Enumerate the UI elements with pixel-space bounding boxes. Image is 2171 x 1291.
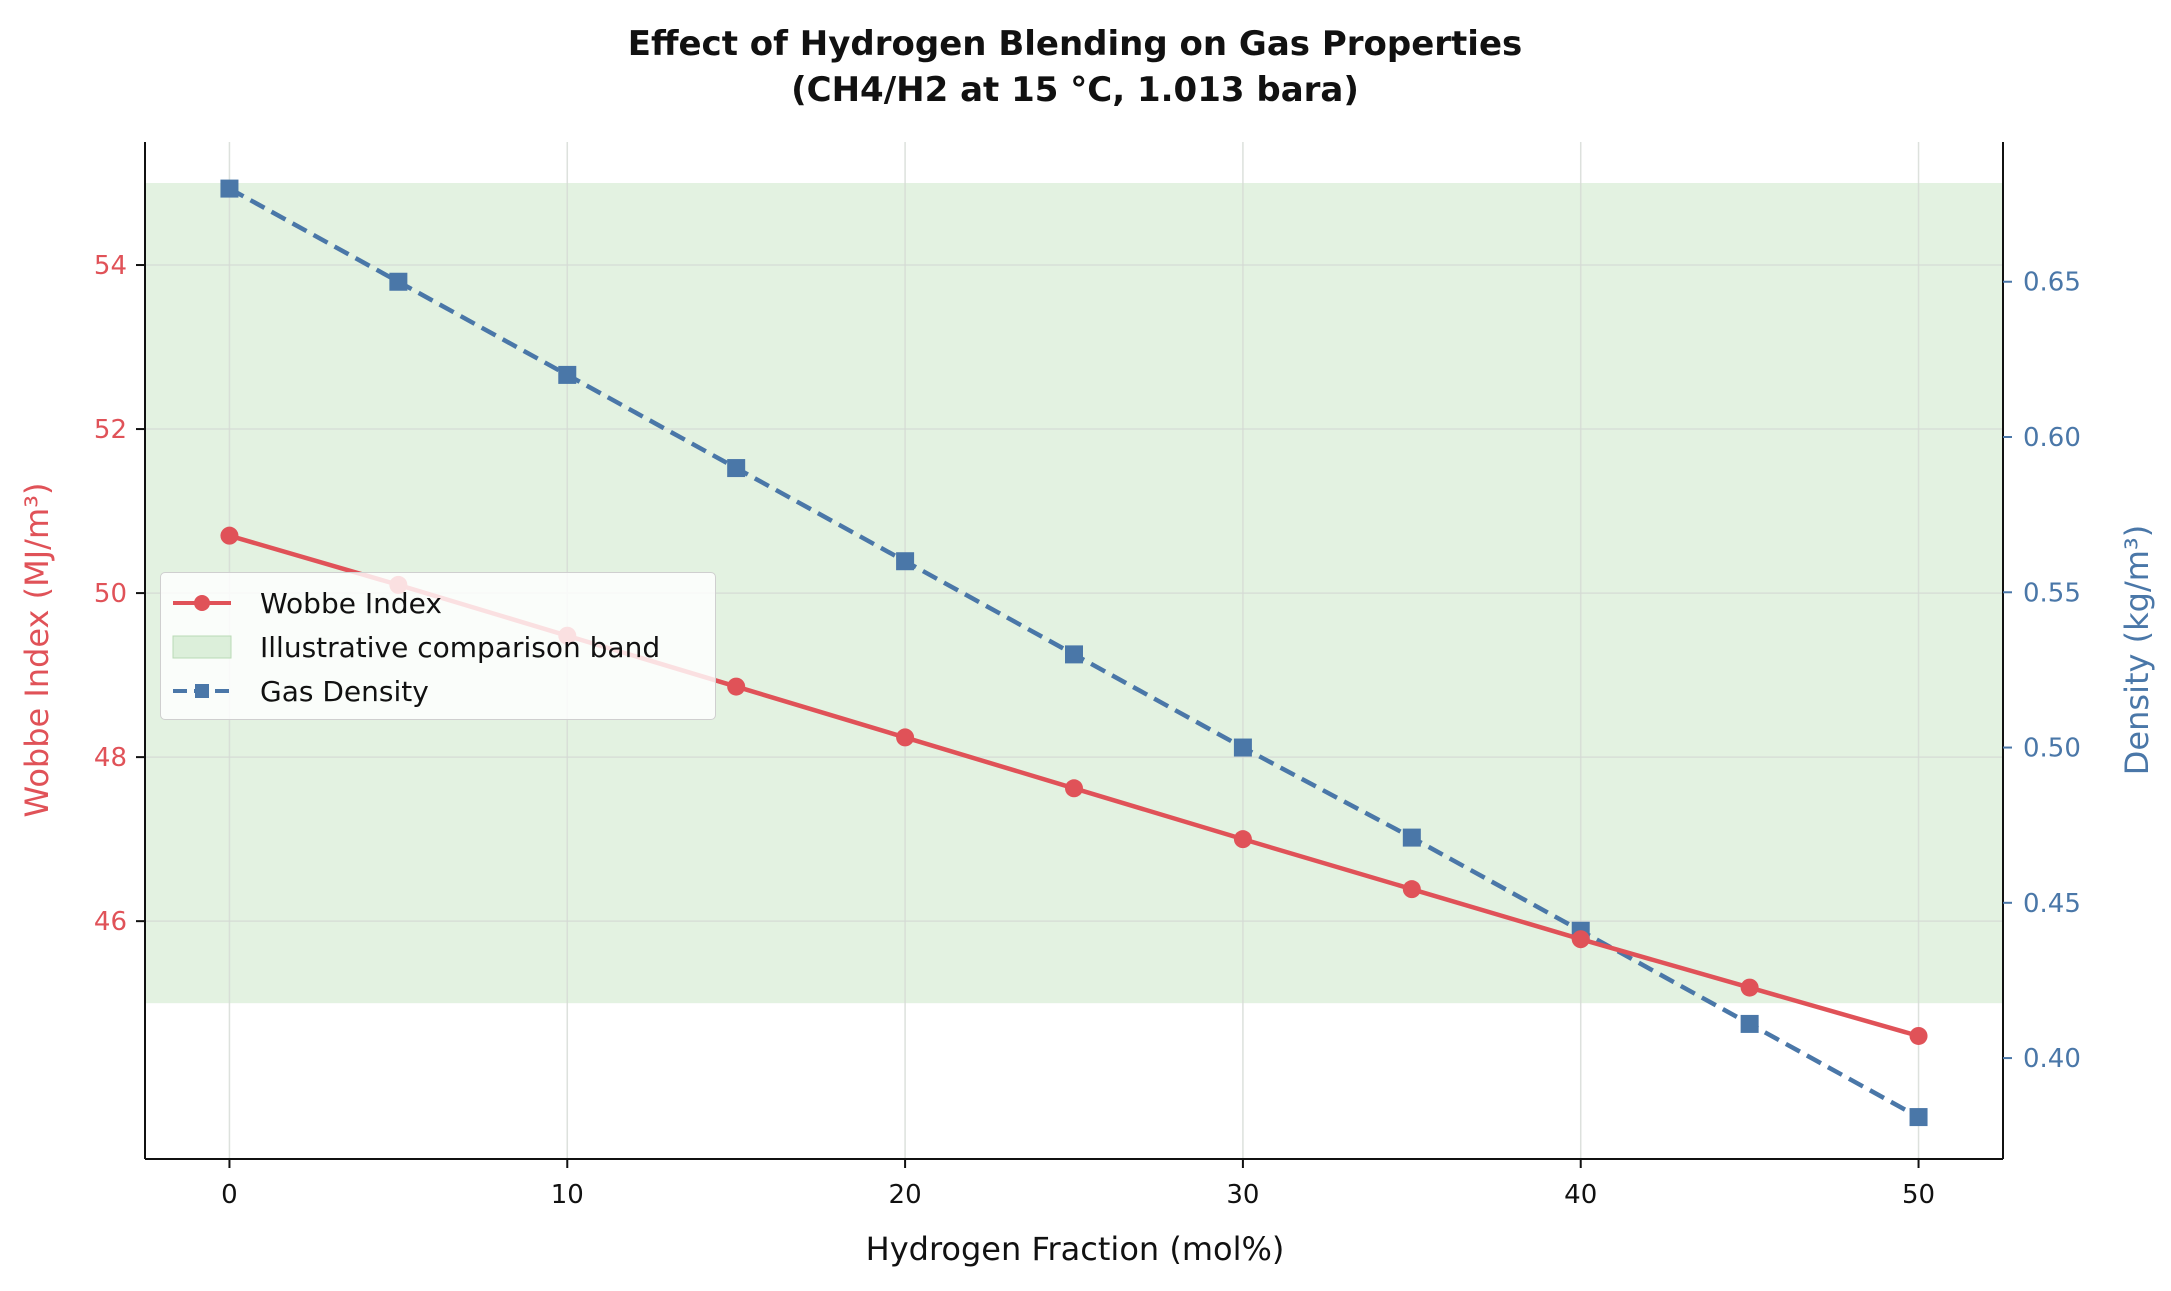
legend-item-density: Gas Density	[161, 671, 715, 711]
legend-band-swatch	[172, 635, 232, 659]
wobbe-point	[727, 677, 746, 696]
text-layer: Effect of Hydrogen Blending on Gas Prope…	[18, 24, 2156, 1268]
wobbe-point	[1402, 880, 1421, 899]
y-right-tick-label: 0.65	[2023, 268, 2081, 298]
density-point	[558, 365, 577, 384]
density-point	[389, 272, 408, 291]
x-axis-label: Hydrogen Fraction (mol%)	[866, 1230, 1285, 1268]
legend-band-label: Illustrative comparison band	[260, 630, 661, 664]
wobbe-point	[1571, 930, 1590, 949]
x-tick-label: 30	[1226, 1180, 1259, 1210]
density-point	[896, 552, 915, 571]
y-left-tick-label: 52	[94, 415, 127, 445]
density-point	[727, 459, 746, 478]
legend-item-band: Illustrative comparison band	[161, 627, 715, 667]
x-tick-label: 10	[551, 1180, 584, 1210]
x-tick-label: 20	[889, 1180, 922, 1210]
y-right-tick-label: 0.45	[2023, 889, 2081, 919]
wobbe-point	[1909, 1026, 1928, 1045]
wobbe-point	[1065, 779, 1083, 798]
density-point	[1402, 828, 1421, 847]
y-right-tick-label: 0.55	[2023, 578, 2081, 608]
wobbe-point	[1233, 830, 1252, 849]
density-point	[1909, 1108, 1928, 1127]
x-tick-label: 50	[1902, 1180, 1935, 1210]
wobbe-point	[896, 728, 915, 747]
y-right-tick-label: 0.40	[2023, 1044, 2081, 1074]
legend-item-wobbe: Wobbe Index	[161, 583, 715, 623]
legend-wobbe-swatch	[173, 595, 231, 611]
density-point	[1740, 1014, 1759, 1033]
axes-layer: 0 10 20 30 40 50 46 48 50 52 54 0.40 0.45 0.50 0.55 0.6…	[94, 142, 2081, 1210]
density-point	[220, 179, 239, 198]
y-left-tick-label: 50	[94, 579, 127, 609]
y-axis-left-label: Wobbe Index (MJ/m³)	[18, 483, 56, 818]
chart-subtitle: (CH4/H2 at 15 °C, 1.013 bara)	[791, 70, 1359, 110]
density-point	[1065, 645, 1083, 664]
wobbe-point	[1740, 978, 1759, 997]
legend: Wobbe Index Illustrative comparison band…	[160, 572, 716, 720]
y-left-tick-label: 54	[94, 251, 127, 281]
legend-wobbe-label: Wobbe Index	[260, 586, 442, 620]
density-point	[1233, 738, 1252, 757]
chart-title: Effect of Hydrogen Blending on Gas Prope…	[628, 24, 1523, 64]
y-right-tick-label: 0.50	[2023, 734, 2081, 764]
wobbe-point	[220, 526, 239, 545]
x-tick-label: 0	[221, 1180, 238, 1210]
y-left-tick-label: 46	[94, 907, 127, 937]
legend-density-label: Gas Density	[260, 674, 429, 708]
y-right-tick-label: 0.60	[2023, 423, 2081, 453]
legend-density-swatch	[173, 684, 231, 698]
y-axis-right-label: Density (kg/m³)	[2118, 525, 2156, 775]
y-left-tick-label: 48	[94, 743, 127, 773]
x-tick-label: 40	[1564, 1180, 1597, 1210]
